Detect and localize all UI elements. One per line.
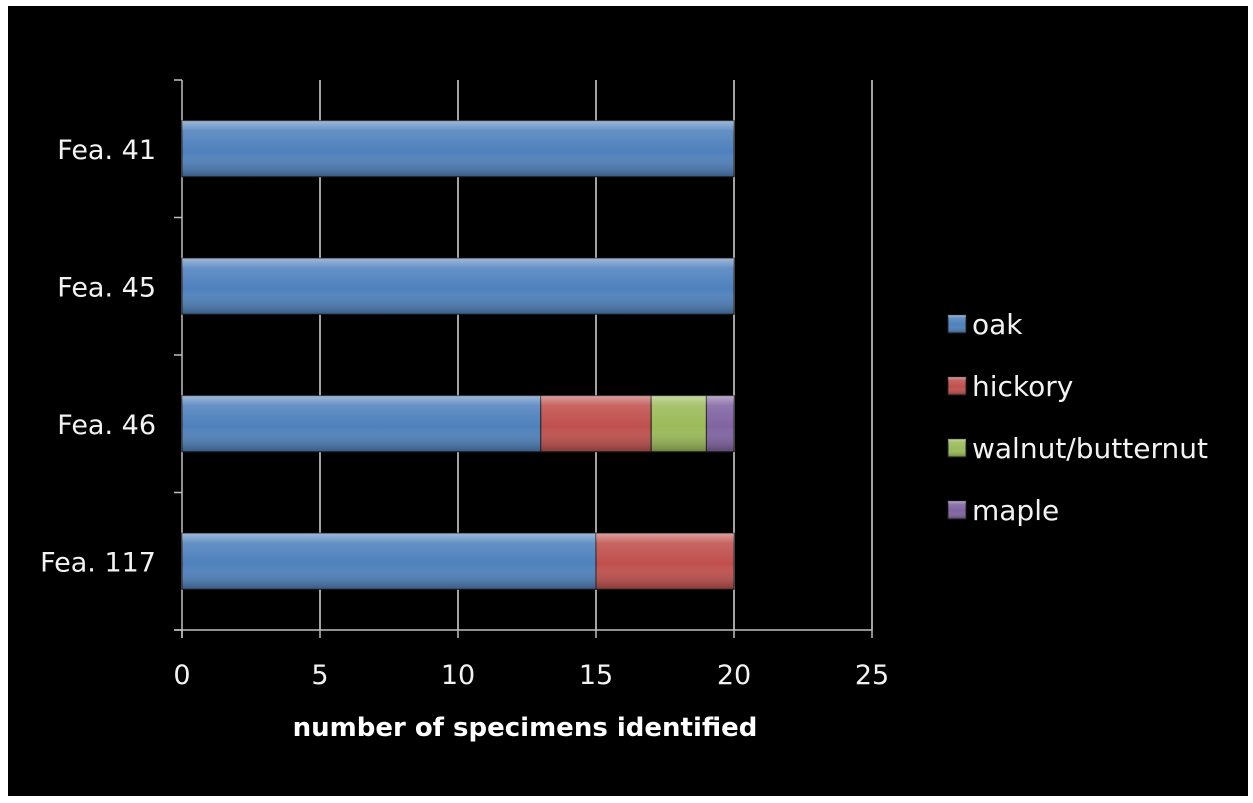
- category-label: Fea. 46: [57, 410, 156, 441]
- x-tick-label: 15: [579, 660, 613, 691]
- legend-item: maple: [947, 494, 1059, 527]
- category-label: Fea. 45: [57, 272, 156, 303]
- legend: oak hickory walnut/butternut maple: [947, 308, 1208, 527]
- bar-bevel: [706, 395, 734, 452]
- x-tick-label: 0: [173, 660, 190, 691]
- bars: [181, 120, 735, 590]
- bar-bevel: [596, 533, 734, 590]
- x-tick-label: 10: [441, 660, 475, 691]
- category-labels: Fea. 41 Fea. 45 Fea. 46 Fea. 117: [40, 135, 156, 579]
- legend-item: oak: [947, 308, 1023, 341]
- legend-label: walnut/butternut: [972, 432, 1208, 465]
- bar-bevel: [651, 395, 707, 452]
- legend-label: hickory: [972, 370, 1073, 403]
- bar-bevel: [182, 395, 541, 452]
- bar-bevel: [540, 395, 652, 452]
- bar-segment-hickory: [540, 395, 652, 453]
- chart-frame: Fea. 41 Fea. 45 Fea. 46 Fea. 117 0 5 10 15 20 25…: [8, 6, 1248, 796]
- bar-bevel: [182, 120, 734, 177]
- bar-segment-walnut-butternut: [650, 395, 707, 453]
- bar-segment-hickory: [595, 532, 735, 590]
- x-tick-label: 25: [855, 660, 889, 691]
- legend-label: oak: [972, 308, 1023, 341]
- x-axis-title: number of specimens identified: [293, 713, 758, 743]
- legend-label: maple: [972, 494, 1059, 527]
- category-label: Fea. 117: [40, 547, 156, 578]
- bar-bevel: [182, 258, 734, 315]
- bar-segment-oak: [181, 532, 597, 590]
- legend-swatch-bevel: [948, 315, 966, 333]
- legend-swatch-bevel: [948, 377, 966, 395]
- stacked-bar-chart: Fea. 41 Fea. 45 Fea. 46 Fea. 117 0 5 10 15 20 25…: [40, 79, 1208, 743]
- legend-swatch-bevel: [948, 439, 966, 457]
- bar-bevel: [182, 533, 596, 590]
- bar-segment-oak: [181, 395, 542, 453]
- legend-item: walnut/butternut: [947, 432, 1208, 465]
- x-tick-label: 20: [717, 660, 751, 691]
- x-tick-label: 5: [311, 660, 328, 691]
- x-tick-labels: 0 5 10 15 20 25: [173, 660, 889, 691]
- legend-swatch-bevel: [948, 501, 966, 519]
- legend-item: hickory: [947, 370, 1073, 403]
- bar-segment-oak: [181, 120, 735, 178]
- bar-segment-oak: [181, 257, 735, 315]
- category-label: Fea. 41: [57, 135, 156, 166]
- bar-segment-maple: [705, 395, 735, 453]
